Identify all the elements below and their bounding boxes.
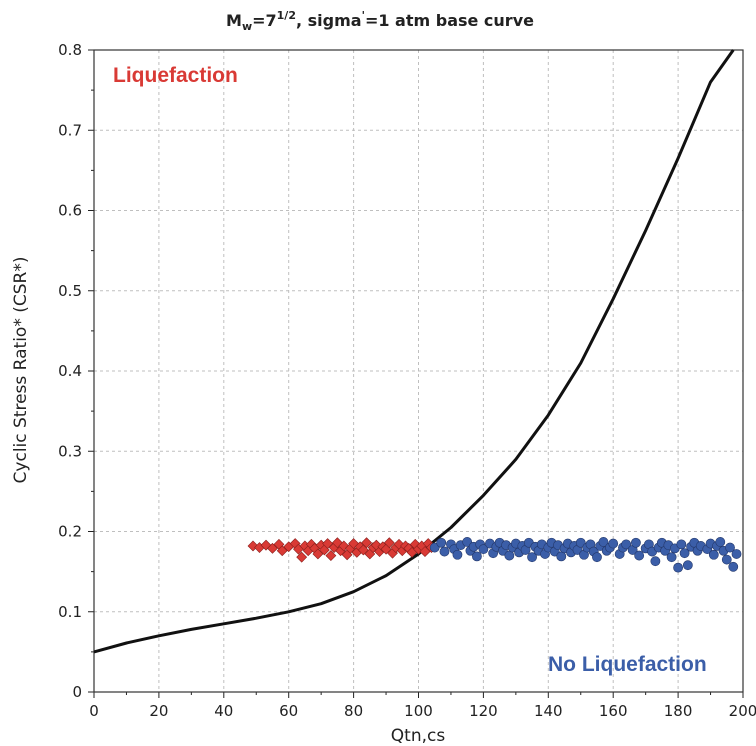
liquefaction-point: [325, 550, 337, 561]
no-liquefaction-point: [721, 554, 732, 565]
no-liquefaction-point: [621, 539, 632, 550]
no-liquefaction-point: [478, 544, 489, 555]
x-tick-label: 160: [599, 702, 628, 720]
y-tick-label: 0.5: [58, 282, 82, 300]
no-liquefaction-point: [731, 549, 742, 559]
liquefaction-label: Liquefaction: [113, 64, 238, 87]
y-tick-label: 0.7: [58, 121, 82, 139]
x-tick-label: 80: [344, 702, 363, 720]
liquefaction-point: [357, 544, 369, 556]
plot-frame: [93, 49, 744, 693]
liquefaction-point: [312, 548, 324, 560]
no-liquefaction-point: [650, 556, 661, 567]
y-tick-label: 0.8: [58, 41, 82, 59]
liquefaction-point: [296, 551, 308, 563]
x-axis-label: Qtn,cs: [391, 726, 446, 746]
no-liquefaction-point: [715, 537, 726, 547]
no-liquefaction-label: No Liquefaction: [548, 653, 707, 676]
no-liquefaction-point: [708, 549, 719, 560]
y-tick-label: 0.6: [58, 202, 82, 220]
no-liquefaction-point: [592, 552, 602, 563]
y-tick-label: 0.4: [58, 362, 82, 380]
x-tick-label: 20: [149, 702, 168, 720]
y-tick-label: 0: [72, 683, 82, 701]
y-tick-label: 0.3: [58, 442, 82, 460]
axes: [88, 49, 744, 698]
no-liquefaction-point: [452, 549, 463, 560]
y-tick-label: 0.2: [58, 523, 82, 541]
x-tick-label: 200: [729, 702, 756, 720]
x-tick-label: 100: [404, 702, 433, 720]
grid-lines: [94, 50, 743, 692]
no-liquefaction-point: [676, 539, 687, 550]
tick-labels: 0 20 40 60 80 100 120 140 160 180 200 0 0.1 0.2 0.3 0.4…: [58, 41, 756, 720]
chart-title: Mw=71/2, sigma'=1 atm base curve: [226, 9, 534, 33]
no-liquefaction-point: [631, 537, 641, 548]
no-liquefaction-point: [598, 537, 609, 547]
no-liquefaction-point: [527, 552, 537, 563]
x-tick-label: 140: [534, 702, 563, 720]
base-curve-line: [93, 49, 735, 654]
no-liquefaction-point: [436, 537, 447, 548]
liquefaction-point: [383, 537, 395, 549]
y-tick-label: 0.1: [58, 603, 82, 621]
liquefaction-point: [361, 537, 373, 549]
no-liquefaction-point: [673, 562, 683, 573]
no-liquefaction-point: [608, 538, 619, 549]
x-tick-label: 60: [279, 702, 298, 720]
x-tick-label: 0: [89, 702, 99, 720]
no-liquefaction-point: [634, 550, 645, 561]
no-liquefaction-point: [472, 551, 482, 562]
x-tick-label: 120: [469, 702, 498, 720]
liquefaction-point: [419, 546, 431, 557]
liquefaction-point: [267, 542, 278, 554]
liquefaction-point: [276, 545, 288, 557]
x-tick-label: 40: [214, 702, 233, 720]
no-liquefaction-point: [666, 552, 677, 563]
base-curve: [93, 49, 735, 654]
data-points: [247, 537, 742, 573]
no-liquefaction-point: [679, 548, 690, 559]
no-liquefaction-point: [728, 561, 739, 572]
liquefaction-point: [322, 538, 334, 549]
no-liquefaction-point: [439, 546, 450, 557]
no-liquefaction-point: [725, 542, 735, 553]
liquefaction-point: [260, 539, 272, 551]
y-axis-label: Cyclic Stress Ratio* (CSR*): [11, 257, 31, 484]
no-liquefaction-point: [682, 560, 693, 571]
x-tick-label: 180: [664, 702, 693, 720]
